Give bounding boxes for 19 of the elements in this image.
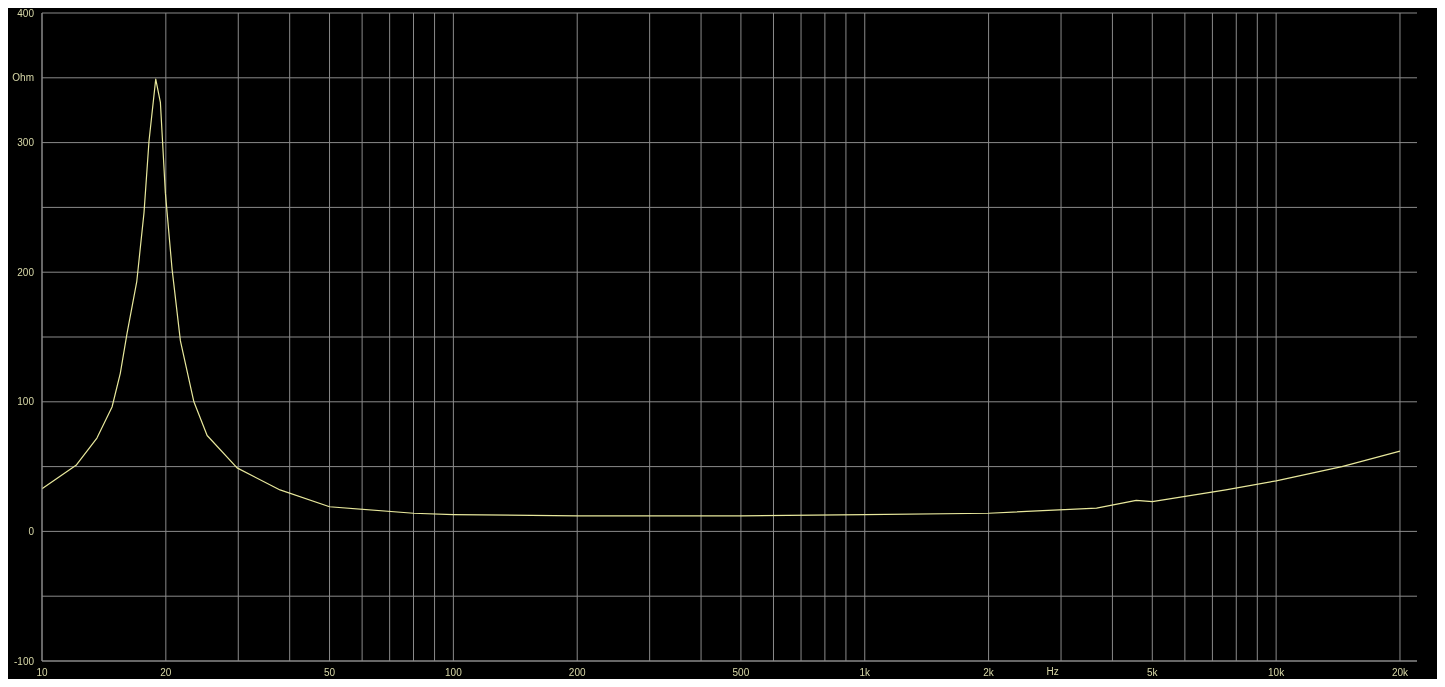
x-tick-label: 5k (1147, 667, 1159, 679)
x-tick-label: 500 (732, 667, 750, 679)
x-tick-label: 20 (160, 667, 172, 679)
x-tick-label: 100 (445, 667, 463, 679)
x-tick-label: 1k (859, 667, 872, 679)
x-tick-label: 50 (323, 667, 336, 679)
x-tick-label: 200 (568, 667, 586, 679)
y-tick-label: -100 (13, 655, 35, 667)
y-tick-label: 100 (17, 396, 35, 408)
y-tick-label: 400 (17, 7, 35, 19)
x-tick-label: 10k (1268, 667, 1286, 679)
y-tick-label: 200 (17, 266, 35, 278)
y-tick-label: 0 (28, 525, 35, 537)
x-tick-label: 10 (36, 667, 48, 679)
x-tick-label: 2k (983, 667, 995, 679)
x-axis-title: Hz (1046, 666, 1059, 677)
y-tick-label: Ohm (12, 72, 34, 84)
y-tick-label: 300 (17, 137, 35, 149)
x-tick-label: 20k (1391, 667, 1410, 679)
